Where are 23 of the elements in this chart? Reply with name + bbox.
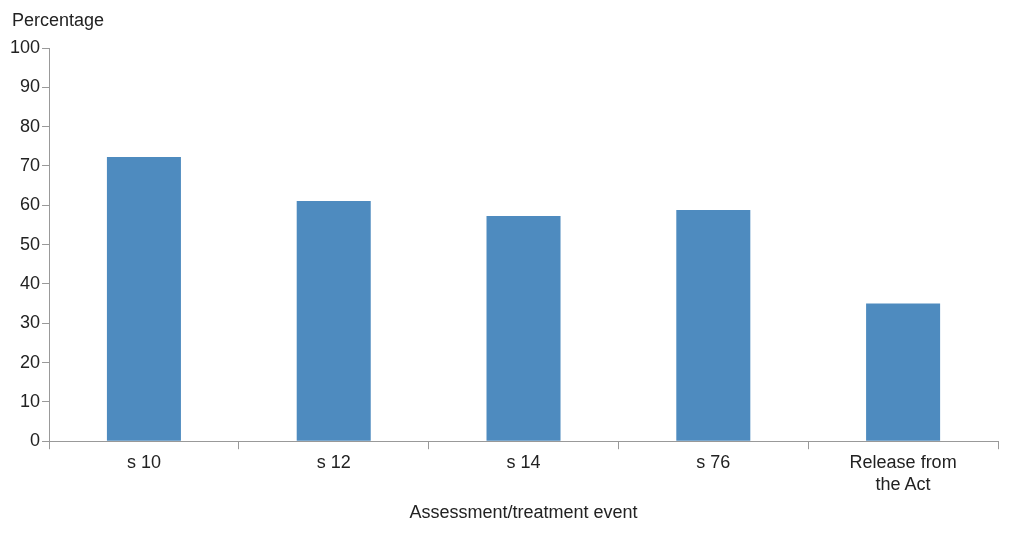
x-tick-label: Release from the Act [849, 451, 957, 494]
x-tick-label: s 10 [126, 451, 161, 472]
bar [676, 210, 751, 441]
y-tick-label: 30 [20, 312, 41, 333]
y-tick-label: 80 [20, 115, 41, 136]
y-tick-label: 40 [20, 272, 41, 293]
bar [486, 215, 561, 441]
bar [866, 303, 941, 441]
y-tick-label: 100 [9, 36, 41, 57]
y-tick-label: 90 [20, 76, 41, 97]
x-tick-label: s 14 [506, 451, 541, 472]
y-tick-label: 60 [20, 194, 41, 215]
y-axis-title: Percentage [12, 9, 105, 30]
bar [296, 200, 371, 441]
y-tick-label: 50 [20, 233, 41, 254]
y-tick-label: 10 [20, 390, 41, 411]
y-tick-label: 70 [20, 154, 41, 175]
bar [106, 156, 181, 441]
y-tick-label: 0 [30, 430, 41, 451]
y-tick-label: 20 [20, 351, 41, 372]
x-tick-label: s 76 [696, 451, 731, 472]
x-tick-label: s 12 [316, 451, 351, 472]
x-axis-title: Assessment/treatment event [409, 502, 638, 523]
